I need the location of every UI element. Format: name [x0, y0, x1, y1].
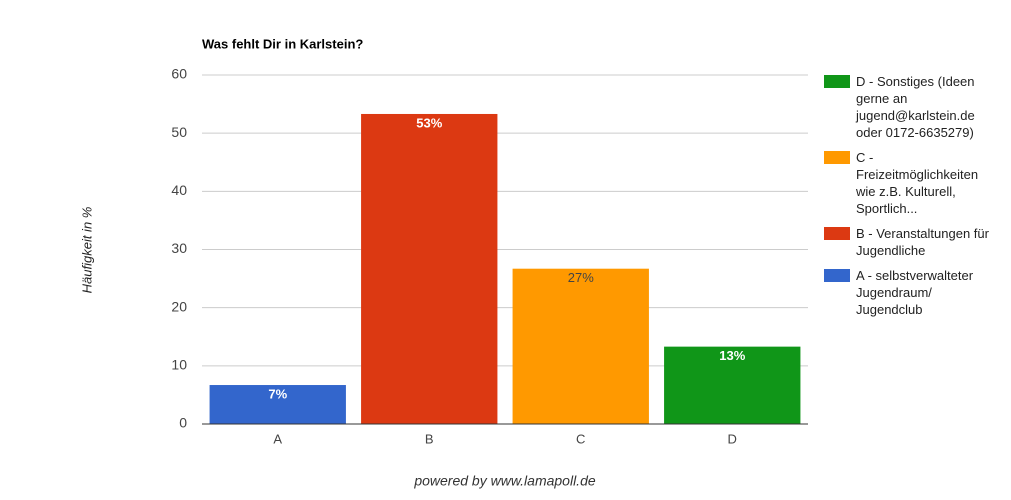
x-tick-label: B: [425, 431, 434, 446]
x-tick-label: C: [576, 431, 585, 446]
legend-swatch: [824, 151, 850, 164]
bar: [209, 385, 346, 424]
value-label: 7%: [268, 386, 287, 401]
legend-item: B - Veranstaltungen für Jugendliche: [824, 225, 992, 259]
legend-item: C - Freizeitmöglichkeiten wie z.B. Kultu…: [824, 149, 992, 217]
legend-item: D - Sonstiges (Ideen gerne an jugend@kar…: [824, 73, 992, 141]
y-axis-label: Häufigkeit in %: [79, 207, 94, 294]
y-tick-label: 0: [179, 415, 187, 431]
legend-label: A - selbstverwalteter Jugendraum/ Jugend…: [856, 268, 974, 317]
y-tick-label: 50: [171, 124, 187, 140]
chart-title: Was fehlt Dir in Karlstein?: [202, 36, 363, 51]
y-tick-label: 30: [171, 240, 187, 256]
value-label: 27%: [568, 270, 594, 285]
legend-label: D - Sonstiges (Ideen gerne an jugend@kar…: [856, 74, 975, 140]
legend-label: B - Veranstaltungen für Jugendliche: [856, 226, 989, 258]
legend-label: C - Freizeitmöglichkeiten wie z.B. Kultu…: [856, 150, 979, 216]
legend-item: A - selbstverwalteter Jugendraum/ Jugend…: [824, 267, 992, 318]
value-label: 13%: [719, 348, 745, 363]
legend-swatch: [824, 227, 850, 240]
value-label: 53%: [416, 115, 442, 130]
y-tick-label: 10: [171, 357, 187, 373]
bar: [664, 346, 801, 424]
y-tick-label: 60: [171, 66, 187, 82]
bar: [361, 113, 498, 424]
legend-swatch: [824, 269, 850, 282]
x-tick-label: A: [273, 431, 282, 446]
y-tick-label: 20: [171, 298, 187, 314]
legend-swatch: [824, 75, 850, 88]
footer: powered by www.lamapoll.de: [413, 473, 596, 489]
x-tick-label: D: [728, 431, 737, 446]
y-tick-label: 40: [171, 182, 187, 198]
bar: [512, 268, 649, 424]
